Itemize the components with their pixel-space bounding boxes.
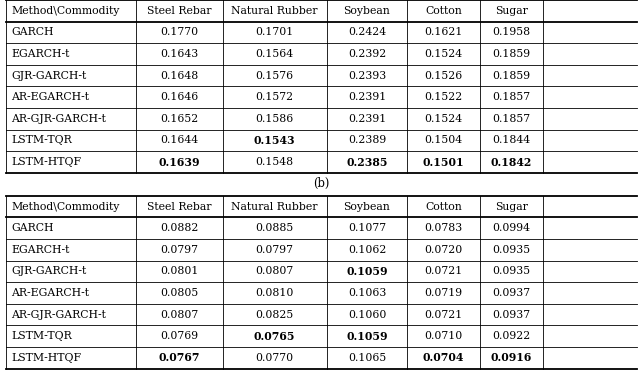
Text: 0.2393: 0.2393 [348, 71, 386, 81]
Text: 0.0937: 0.0937 [492, 310, 531, 320]
Text: 0.1639: 0.1639 [158, 157, 200, 168]
Text: Steel Rebar: Steel Rebar [147, 201, 211, 212]
Text: 0.1648: 0.1648 [160, 71, 198, 81]
Text: 0.1643: 0.1643 [160, 49, 198, 59]
Text: EGARCH-t: EGARCH-t [12, 245, 70, 255]
Text: 0.0720: 0.0720 [424, 245, 463, 255]
Text: 0.1770: 0.1770 [160, 27, 198, 37]
Text: 0.0937: 0.0937 [492, 288, 531, 298]
Text: 0.2424: 0.2424 [348, 27, 386, 37]
Text: 0.0935: 0.0935 [492, 245, 531, 255]
Text: LSTM-HTQF: LSTM-HTQF [12, 353, 81, 363]
Text: 0.1504: 0.1504 [424, 136, 463, 146]
Text: (b): (b) [314, 177, 330, 190]
Text: Method\Commodity: Method\Commodity [12, 201, 120, 212]
Text: 0.1524: 0.1524 [424, 49, 463, 59]
Text: 0.1501: 0.1501 [423, 157, 465, 168]
Text: 0.1065: 0.1065 [348, 353, 386, 363]
Text: 0.1859: 0.1859 [492, 49, 531, 59]
Text: LSTM-TQR: LSTM-TQR [12, 136, 72, 146]
Text: 0.1652: 0.1652 [160, 114, 198, 124]
Text: 0.0767: 0.0767 [158, 352, 200, 363]
Text: 0.2385: 0.2385 [346, 157, 388, 168]
Text: 0.1842: 0.1842 [491, 157, 532, 168]
Text: 0.1543: 0.1543 [254, 135, 296, 146]
Text: 0.0916: 0.0916 [491, 352, 532, 363]
Text: 0.0801: 0.0801 [160, 266, 198, 276]
Text: 0.1644: 0.1644 [160, 136, 198, 146]
Text: Sugar: Sugar [495, 201, 528, 212]
Text: 0.1059: 0.1059 [346, 266, 388, 277]
Text: AR-EGARCH-t: AR-EGARCH-t [12, 92, 90, 102]
Text: AR-GJR-GARCH-t: AR-GJR-GARCH-t [12, 114, 106, 124]
Text: LSTM-TQR: LSTM-TQR [12, 331, 72, 341]
Text: 0.0882: 0.0882 [160, 223, 198, 233]
Text: 0.1522: 0.1522 [424, 92, 463, 102]
Text: 0.0807: 0.0807 [160, 310, 198, 320]
Text: GARCH: GARCH [12, 27, 54, 37]
Text: 0.1701: 0.1701 [255, 27, 294, 37]
Text: 0.0710: 0.0710 [424, 331, 463, 341]
Text: 0.0721: 0.0721 [424, 266, 463, 276]
Text: 0.2392: 0.2392 [348, 49, 386, 59]
Text: Method\Commodity: Method\Commodity [12, 6, 120, 16]
Text: Soybean: Soybean [344, 201, 390, 212]
Text: 0.1077: 0.1077 [348, 223, 386, 233]
Text: 0.1526: 0.1526 [424, 71, 463, 81]
Text: 0.0765: 0.0765 [254, 331, 296, 342]
Text: Soybean: Soybean [344, 6, 390, 16]
Text: Sugar: Sugar [495, 6, 528, 16]
Text: 0.1586: 0.1586 [255, 114, 294, 124]
Text: 0.1958: 0.1958 [492, 27, 531, 37]
Text: EGARCH-t: EGARCH-t [12, 49, 70, 59]
Text: 0.1576: 0.1576 [255, 71, 294, 81]
Text: 0.1572: 0.1572 [255, 92, 294, 102]
Text: 0.1621: 0.1621 [424, 27, 463, 37]
Text: 0.1857: 0.1857 [492, 92, 531, 102]
Text: Natural Rubber: Natural Rubber [232, 6, 318, 16]
Text: GJR-GARCH-t: GJR-GARCH-t [12, 266, 86, 276]
Text: 0.0769: 0.0769 [160, 331, 198, 341]
Text: 0.0935: 0.0935 [492, 266, 531, 276]
Text: 0.0783: 0.0783 [424, 223, 463, 233]
Text: 0.1060: 0.1060 [348, 310, 386, 320]
Text: 0.1548: 0.1548 [255, 157, 294, 167]
Text: 0.1859: 0.1859 [492, 71, 531, 81]
Text: 0.0797: 0.0797 [255, 245, 294, 255]
Text: 0.1844: 0.1844 [492, 136, 531, 146]
Text: AR-EGARCH-t: AR-EGARCH-t [12, 288, 90, 298]
Text: 0.0922: 0.0922 [492, 331, 531, 341]
Text: 0.0805: 0.0805 [160, 288, 198, 298]
Text: 0.1646: 0.1646 [160, 92, 198, 102]
Text: 0.0770: 0.0770 [255, 353, 294, 363]
Text: 0.0825: 0.0825 [255, 310, 294, 320]
Text: 0.0719: 0.0719 [424, 288, 463, 298]
Text: Natural Rubber: Natural Rubber [232, 201, 318, 212]
Text: 0.1524: 0.1524 [424, 114, 463, 124]
Text: 0.1062: 0.1062 [348, 245, 386, 255]
Text: 0.1063: 0.1063 [348, 288, 386, 298]
Text: LSTM-HTQF: LSTM-HTQF [12, 157, 81, 167]
Text: 0.0885: 0.0885 [255, 223, 294, 233]
Text: 0.0721: 0.0721 [424, 310, 463, 320]
Text: Cotton: Cotton [425, 201, 462, 212]
Text: 0.0810: 0.0810 [255, 288, 294, 298]
Text: 0.0994: 0.0994 [492, 223, 531, 233]
Text: GJR-GARCH-t: GJR-GARCH-t [12, 71, 86, 81]
Text: 0.2389: 0.2389 [348, 136, 386, 146]
Text: Steel Rebar: Steel Rebar [147, 6, 211, 16]
Text: AR-GJR-GARCH-t: AR-GJR-GARCH-t [12, 310, 106, 320]
Text: 0.2391: 0.2391 [348, 114, 386, 124]
Text: 0.0807: 0.0807 [255, 266, 294, 276]
Text: 0.0704: 0.0704 [423, 352, 464, 363]
Text: 0.0797: 0.0797 [160, 245, 198, 255]
Text: 0.2391: 0.2391 [348, 92, 386, 102]
Text: 0.1857: 0.1857 [492, 114, 531, 124]
Text: 0.1564: 0.1564 [255, 49, 294, 59]
Text: GARCH: GARCH [12, 223, 54, 233]
Text: 0.1059: 0.1059 [346, 331, 388, 342]
Text: Cotton: Cotton [425, 6, 462, 16]
